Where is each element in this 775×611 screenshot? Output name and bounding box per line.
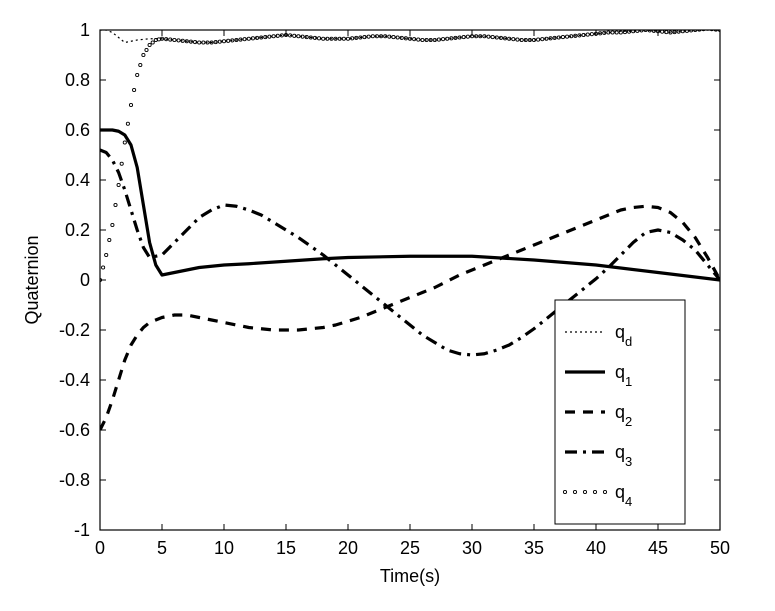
chart-svg: 0 5 10 15 20 25 30 35 40 45 50 -1 -0.8 -0.6 -0.4 -0.2 0 0… xyxy=(0,0,775,611)
svg-text:Time(s): Time(s) xyxy=(380,566,440,586)
svg-text:1: 1 xyxy=(80,20,90,40)
svg-text:Quaternion: Quaternion xyxy=(22,235,42,324)
svg-text:-1: -1 xyxy=(74,520,90,540)
svg-text:-0.6: -0.6 xyxy=(59,420,90,440)
svg-text:-0.8: -0.8 xyxy=(59,470,90,490)
svg-text:50: 50 xyxy=(710,538,730,558)
svg-text:10: 10 xyxy=(214,538,234,558)
svg-text:0.8: 0.8 xyxy=(65,70,90,90)
quaternion-chart: 0 5 10 15 20 25 30 35 40 45 50 -1 -0.8 -0.6 -0.4 -0.2 0 0… xyxy=(0,0,775,611)
svg-text:0: 0 xyxy=(80,270,90,290)
svg-text:35: 35 xyxy=(524,538,544,558)
svg-text:-0.2: -0.2 xyxy=(59,320,90,340)
svg-text:0.6: 0.6 xyxy=(65,120,90,140)
svg-text:40: 40 xyxy=(586,538,606,558)
svg-text:-0.4: -0.4 xyxy=(59,370,90,390)
svg-text:0.4: 0.4 xyxy=(65,170,90,190)
svg-text:15: 15 xyxy=(276,538,296,558)
svg-text:20: 20 xyxy=(338,538,358,558)
svg-text:0: 0 xyxy=(95,538,105,558)
svg-text:0.2: 0.2 xyxy=(65,220,90,240)
svg-text:45: 45 xyxy=(648,538,668,558)
svg-text:25: 25 xyxy=(400,538,420,558)
svg-text:30: 30 xyxy=(462,538,482,558)
svg-text:5: 5 xyxy=(157,538,167,558)
